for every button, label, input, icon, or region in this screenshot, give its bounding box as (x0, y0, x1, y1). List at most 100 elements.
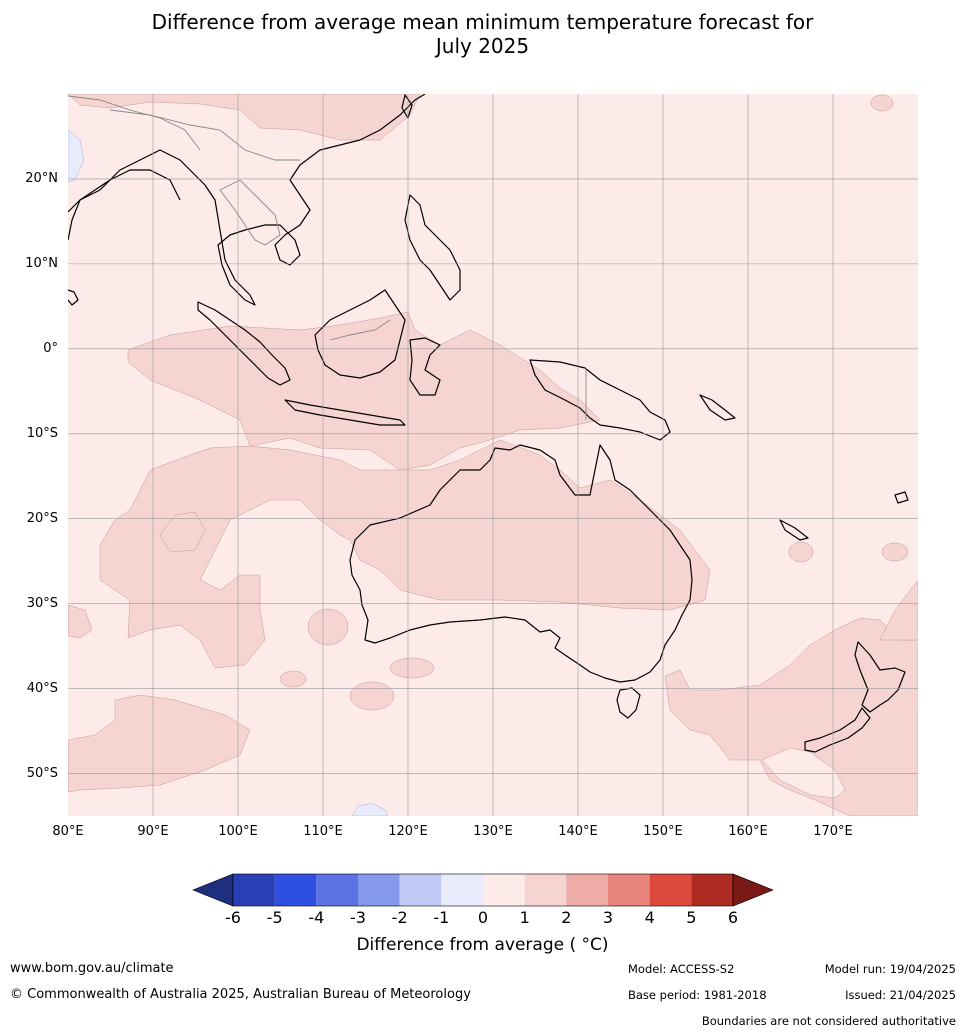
anomaly-negative-west (68, 129, 85, 183)
anomaly-region-north (68, 94, 421, 141)
latitude-label: 50°S (26, 765, 58, 781)
colorbar-tick-label: -2 (391, 908, 408, 927)
longitude-label: 160°E (728, 824, 768, 839)
coastline-australia (349, 444, 693, 683)
anomaly-1-to-2-regions (68, 94, 918, 816)
anomaly-region-indian-ocean (99, 439, 711, 669)
longitude-label: 80°E (52, 824, 84, 839)
anomaly-region-equatorial (127, 311, 601, 471)
colorbar-tick-label: 3 (602, 908, 614, 927)
latitude-label: 20°N (25, 170, 58, 186)
anomaly-region-tasman (664, 617, 918, 816)
colorbar-segment (274, 874, 317, 906)
coastline-vanuatu-caledonia (779, 519, 809, 541)
latitude-label: 10°S (26, 425, 58, 441)
colorbar-tick-label: 1 (519, 908, 530, 927)
coastline-nz-south (804, 707, 871, 753)
colorbar-segment (399, 874, 442, 906)
anomaly-negative-south (351, 802, 389, 816)
anomaly-island-5 (788, 541, 814, 563)
colorbar-extend-low (192, 873, 234, 907)
colorbar-segment (441, 874, 483, 906)
map-area (68, 94, 918, 816)
coastlines (68, 94, 909, 753)
colorbar-tick-label: 5 (686, 908, 697, 927)
anomaly-0-to-neg1-regions (68, 129, 389, 816)
longitude-label: 130°E (473, 824, 513, 839)
colorbar-tick-label: -4 (308, 908, 325, 927)
gridlines (68, 94, 918, 816)
colorbar-tick-label: -1 (433, 908, 450, 927)
coastline-new-guinea (529, 359, 671, 441)
anomaly-island-7 (870, 94, 894, 112)
colorbar-title: Difference from average ( °C) (356, 935, 609, 955)
disclaimer-text: Boundaries are not considered authoritat… (701, 1014, 956, 1028)
colorbar-segment (649, 874, 692, 906)
longitude-label: 170°E (813, 824, 853, 839)
colorbar-segment (483, 874, 525, 906)
boundary-borneo (329, 319, 391, 341)
longitude-label: 110°E (303, 824, 343, 839)
colorbar-tick-label: 4 (644, 908, 655, 927)
coastline-india (68, 169, 181, 241)
anomaly-island-6 (881, 542, 909, 562)
colorbar-segment (608, 874, 650, 906)
anomaly-region-southeast (879, 579, 918, 641)
anomaly-island-1 (307, 608, 349, 646)
chart-title-line2: July 2025 (435, 34, 530, 58)
coastline-tasmania (616, 687, 641, 719)
coastline-java (284, 399, 406, 426)
coastline-nz-north (854, 641, 906, 713)
latitude-label: 20°S (26, 510, 58, 526)
colorbar-segment (233, 874, 275, 906)
coastline-sri-lanka (68, 289, 79, 306)
coastline-borneo (314, 289, 406, 379)
boundary-indochina (219, 179, 281, 246)
anomaly-island-2 (389, 657, 435, 679)
issued-text: Issued: 21/04/2025 (845, 988, 956, 1002)
colorbar-outline (232, 873, 734, 907)
model-text: Model: ACCESS-S2 (628, 962, 735, 976)
boundary-himalaya (68, 95, 201, 151)
colorbar-segment (566, 874, 608, 906)
colorbar-tick-label: -5 (266, 908, 283, 927)
colorbar-segment (524, 874, 567, 906)
latitude-label: 40°S (26, 680, 58, 696)
colorbar-tick-label: 2 (561, 908, 572, 927)
anomaly-island-3 (279, 670, 307, 688)
colorbar-segment (316, 874, 358, 906)
longitude-label: 140°E (558, 824, 598, 839)
coastline-solomons (699, 394, 736, 421)
longitude-label: 120°E (388, 824, 428, 839)
anomaly-island-4 (349, 681, 395, 711)
coastline-mainland-asia (68, 94, 426, 306)
website-link[interactable]: www.bom.gov.au/climate (10, 961, 174, 976)
latitude-label: 30°S (26, 595, 58, 611)
colorbar-segment (691, 874, 733, 906)
latitude-label: 10°N (25, 255, 58, 271)
longitude-label: 90°E (137, 824, 169, 839)
colorbar-tick-label: -6 (225, 908, 241, 927)
chart-title-line1: Difference from average mean minimum tem… (151, 10, 814, 34)
colorbar-tick-label: 0 (477, 908, 489, 927)
copyright-text: © Commonwealth of Australia 2025, Austra… (10, 987, 471, 1002)
colorbar-extend-high (732, 873, 774, 907)
base-period-text: Base period: 1981-2018 (628, 988, 767, 1002)
country-boundaries (68, 95, 587, 420)
model-run-text: Model run: 19/04/2025 (824, 962, 956, 976)
coastline-sulawesi (409, 337, 441, 396)
anomaly-hole-tasman (761, 747, 846, 799)
coastline-sumatra (197, 301, 291, 386)
coastline-fiji (894, 491, 909, 504)
colorbar-tick-label: -3 (350, 908, 366, 927)
longitude-label: 100°E (218, 824, 258, 839)
colorbar-tick-label: 6 (727, 908, 739, 927)
colorbar-segment (358, 874, 400, 906)
coastline-philippines (404, 194, 461, 301)
colorbar (192, 873, 774, 907)
anomaly-region-southwest (68, 694, 251, 793)
anomaly-region-west-edge (68, 604, 93, 639)
latitude-label: 0° (43, 340, 58, 356)
longitude-label: 150°E (643, 824, 683, 839)
